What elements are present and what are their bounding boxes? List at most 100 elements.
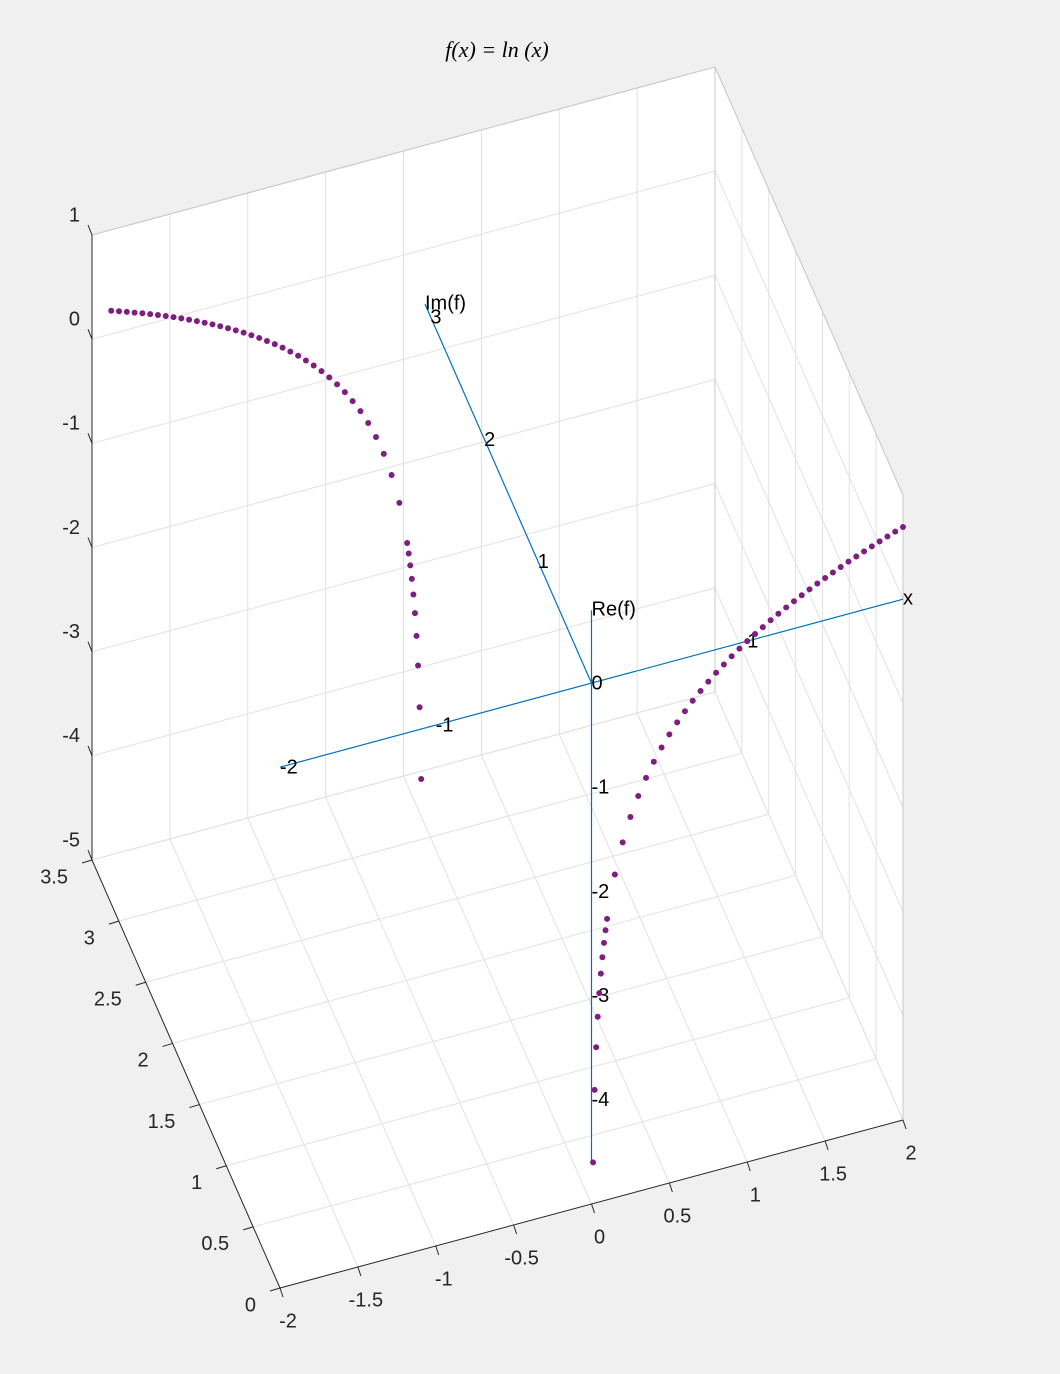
y-tick-label: 3.5 [40, 866, 68, 888]
data-point [201, 319, 208, 326]
data-point [783, 604, 790, 611]
grid-line [145, 813, 769, 983]
annotation-axis-label: Re(f) [592, 599, 636, 621]
y-tick [162, 1042, 173, 1047]
y-tick [108, 920, 120, 925]
grid-line [226, 997, 850, 1167]
data-point [240, 329, 247, 336]
y-tick-label: 1 [191, 1172, 202, 1194]
data-point [225, 325, 232, 332]
x-tick-label: 1 [750, 1184, 761, 1206]
z-tick-label: 1 [69, 204, 80, 226]
data-point [884, 533, 891, 540]
data-point [853, 553, 860, 560]
annotation-tick-label: 2 [484, 429, 495, 451]
grid-line [636, 712, 826, 1142]
z-tick [87, 537, 93, 548]
data-point [310, 362, 317, 369]
data-point [697, 687, 704, 694]
x-tick-label: 1.5 [819, 1163, 847, 1185]
x-tick [357, 1266, 362, 1277]
data-point [162, 313, 169, 320]
annotation-tick-label: 1 [538, 551, 549, 573]
grid-line [558, 733, 748, 1163]
data-point [413, 632, 420, 639]
annotation-tick-label: 1 [747, 630, 758, 652]
x-tick [279, 1287, 284, 1298]
data-point [209, 321, 216, 328]
data-point [594, 1013, 601, 1020]
x-tick [824, 1140, 829, 1151]
grid-line [91, 274, 716, 444]
data-point [861, 548, 868, 555]
z-tick [87, 328, 93, 340]
data-point [674, 719, 681, 726]
data-point [232, 327, 239, 334]
axes-box [81, 66, 907, 1298]
data-point [666, 731, 673, 738]
grid-line [91, 587, 716, 757]
z-tick-label: -5 [62, 829, 80, 851]
data-point [170, 314, 177, 321]
z-tick-label: -2 [62, 517, 80, 539]
y-tick-label: 1.5 [148, 1111, 176, 1133]
z-tick [87, 433, 93, 444]
data-point [868, 543, 875, 550]
data-point [326, 374, 333, 381]
data-point [767, 617, 774, 624]
x-tick-label: 0.5 [663, 1205, 691, 1227]
z-tick [87, 224, 93, 236]
annotation-axis-label: x [903, 587, 913, 609]
data-point [123, 308, 130, 315]
annotation-tick-label: 3 [430, 307, 441, 329]
grid-line [91, 691, 716, 861]
box-edge [714, 66, 904, 496]
data-point [418, 776, 425, 783]
grid-line [91, 170, 716, 340]
data-point [814, 580, 821, 587]
chart-title: f(x) = ln (x) [445, 37, 548, 62]
z-tick-label: -1 [62, 413, 80, 435]
data-point [404, 540, 411, 547]
y-tick [135, 981, 146, 986]
x-tick-label: -1.5 [349, 1289, 383, 1311]
data-point [627, 814, 634, 821]
data-point [416, 704, 423, 711]
data-point [279, 344, 286, 351]
data-point [139, 310, 146, 317]
grid-line [91, 379, 716, 548]
z-tick [87, 745, 93, 757]
y-tick [189, 1104, 200, 1109]
x-tick-label: -0.5 [504, 1247, 538, 1269]
data-point [217, 323, 224, 330]
data-point [705, 678, 712, 685]
grid-line [169, 838, 359, 1268]
data-point [728, 653, 735, 660]
data-point [407, 562, 414, 569]
data-point [334, 381, 341, 388]
y-tick [81, 859, 93, 864]
grid-line [325, 796, 515, 1226]
data-point [396, 499, 403, 506]
data-point [892, 528, 899, 535]
x-tick-label: -1 [435, 1268, 453, 1290]
data-point [596, 990, 603, 997]
data-point [415, 662, 422, 669]
grid-line [714, 275, 904, 704]
data-point [806, 586, 813, 593]
data-point [380, 450, 387, 457]
data-point [341, 389, 348, 396]
z-tick-label: 0 [69, 308, 80, 330]
data-point [410, 591, 417, 598]
data-point [248, 332, 255, 339]
z-tick-label: -4 [62, 725, 80, 747]
data-point [373, 433, 380, 440]
y-tick-label: 0.5 [201, 1233, 229, 1255]
data-point [597, 970, 604, 977]
data-point [713, 669, 720, 676]
grid-line [714, 587, 904, 1017]
annotation-tick-label: -2 [280, 756, 298, 778]
y-tick [269, 1287, 281, 1292]
x-tick [435, 1245, 440, 1256]
